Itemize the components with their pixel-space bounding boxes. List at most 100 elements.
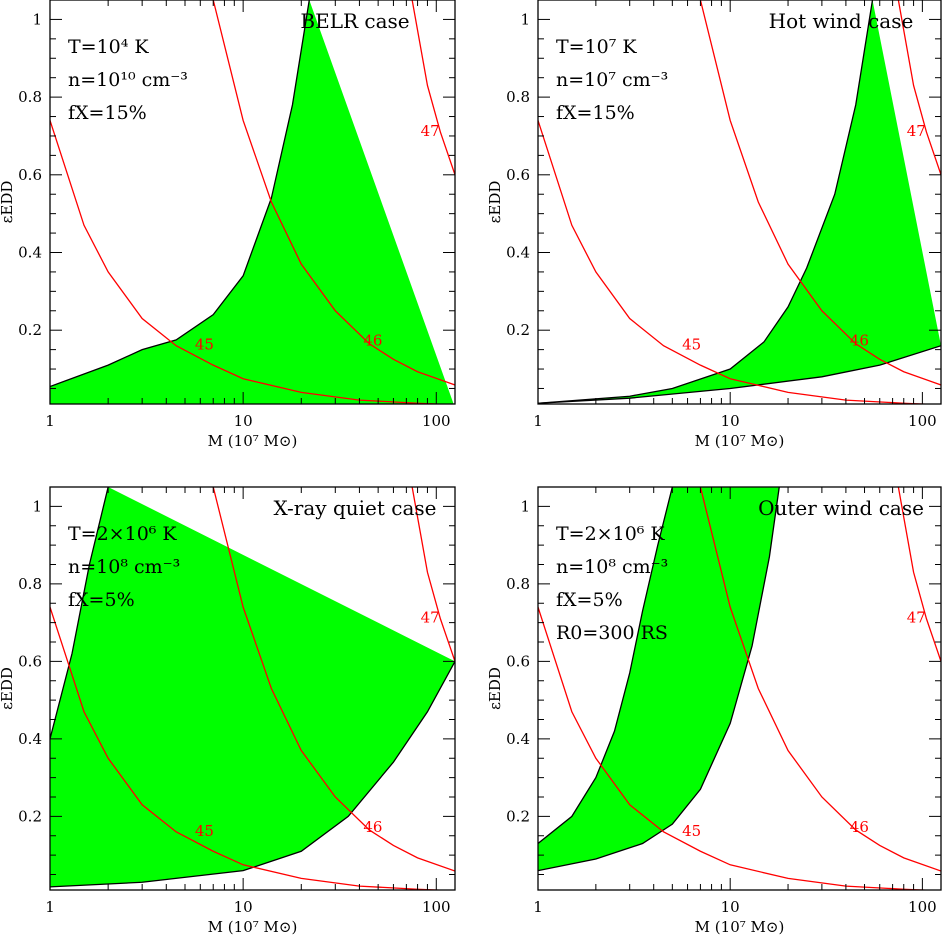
y-tick-label: 0.6 — [506, 652, 530, 670]
luminosity-curve-47 — [897, 487, 941, 662]
panel-3: 45 46 47 1 10 100 0.2 0.4 0.6 0.8 1 M (10⁷ M⊙) εEDD X… — [0, 486, 456, 936]
panel-annotation: n=10⁸ cm⁻³ — [68, 556, 180, 578]
panel-annotation: fX=5% — [556, 589, 623, 611]
x-tick-label: 10 — [721, 898, 740, 916]
panel-annotation: T=10⁴ K — [68, 36, 149, 58]
panel-title: Hot wind case — [769, 9, 914, 33]
y-tick-label: 1 — [520, 10, 530, 28]
luminosity-curve-45 — [538, 120, 938, 404]
luminosity-curve-45 — [50, 120, 452, 404]
luminosity-curve-45 — [538, 606, 939, 890]
axes-frame — [537, 0, 942, 405]
allowed-region — [538, 0, 941, 404]
luminosity-curve-47 — [411, 0, 455, 176]
curve-label: 45 — [682, 336, 701, 354]
region-lower-boundary — [538, 345, 941, 404]
y-tick-label: 0.4 — [506, 244, 530, 262]
region-upper-boundary — [538, 487, 673, 845]
plot-area — [538, 487, 941, 890]
x-tick-label: 100 — [422, 898, 451, 916]
curve-label: 46 — [363, 332, 382, 350]
plot-area — [538, 0, 941, 404]
luminosity-curve-46 — [212, 0, 455, 386]
panel-2: 45 46 47 1 10 100 0.2 0.4 0.6 0.8 1 M (10⁷ M⊙) εEDD H… — [486, 0, 942, 450]
luminosity-curve-45 — [50, 606, 453, 890]
curve-label: 47 — [907, 609, 926, 627]
curve-label: 47 — [907, 122, 926, 140]
x-tick-label: 100 — [908, 898, 937, 916]
y-tick-label: 0.8 — [18, 88, 42, 106]
panel-annotation: fX=15% — [68, 102, 147, 124]
x-tick-label: 10 — [234, 898, 253, 916]
y-tick-label: 0.8 — [18, 575, 42, 593]
axes-frame — [537, 486, 942, 891]
region-lower-boundary — [50, 661, 455, 888]
panel-title: Outer wind case — [758, 496, 924, 520]
x-axis-label: M (10⁷ M⊙) — [208, 432, 298, 450]
curve-label: 46 — [850, 332, 869, 350]
y-tick-label: 0.4 — [18, 730, 42, 748]
panel-annotation: R0=300 RS — [556, 622, 668, 644]
x-axis-label: M (10⁷ M⊙) — [695, 918, 785, 936]
y-axis-label: εEDD — [486, 181, 504, 224]
panel-annotation: T=2×10⁶ K — [556, 523, 665, 545]
curve-label: 47 — [421, 609, 440, 627]
curve-label: 46 — [850, 818, 869, 836]
x-tick-label: 100 — [422, 412, 451, 430]
luminosity-curve-47 — [411, 487, 455, 662]
x-tick-label: 100 — [908, 412, 937, 430]
luminosity-curve-46 — [699, 0, 941, 386]
y-tick-label: 1 — [32, 497, 42, 515]
plot-area — [50, 0, 455, 404]
panel-annotation: T=10⁷ K — [556, 36, 637, 58]
y-axis-label: εEDD — [0, 181, 16, 224]
region-upper-boundary — [538, 0, 874, 404]
allowed-region — [538, 487, 780, 871]
panel-annotation: fX=5% — [68, 589, 135, 611]
luminosity-curve-47 — [897, 0, 941, 176]
allowed-region — [50, 0, 454, 404]
x-tick-label: 1 — [45, 412, 55, 430]
region-upper-boundary — [50, 487, 109, 740]
y-axis-label: εEDD — [486, 667, 504, 710]
axes-frame — [49, 486, 456, 891]
allowed-region — [50, 487, 455, 887]
y-tick-label: 0.2 — [506, 321, 530, 339]
x-tick-label: 1 — [533, 412, 543, 430]
panel-title: BELR case — [300, 9, 409, 33]
y-tick-label: 0.6 — [18, 166, 42, 184]
panel-title: X-ray quiet case — [274, 496, 437, 520]
curve-label: 46 — [363, 818, 382, 836]
panel-1: 45 46 47 1 10 100 0.2 0.4 0.6 0.8 1 M (10⁷ M⊙) εEDD B… — [0, 0, 456, 450]
plot-area — [50, 487, 455, 890]
curve-label: 45 — [195, 336, 214, 354]
axes-frame — [49, 0, 456, 405]
curve-label: 45 — [682, 822, 701, 840]
x-tick-label: 10 — [721, 412, 740, 430]
panel-annotation: n=10⁷ cm⁻³ — [556, 69, 668, 91]
curve-label: 45 — [195, 822, 214, 840]
curve-label: 47 — [421, 122, 440, 140]
y-tick-label: 0.8 — [506, 575, 530, 593]
region-lower-boundary — [538, 487, 780, 872]
y-tick-label: 0.2 — [18, 321, 42, 339]
panel-4: 45 46 47 1 10 100 0.2 0.4 0.6 0.8 1 M (10⁷ M⊙) εEDD O… — [486, 486, 942, 936]
panel-annotation: n=10⁸ cm⁻³ — [556, 556, 668, 578]
luminosity-curve-46 — [699, 487, 941, 872]
x-axis-label: M (10⁷ M⊙) — [208, 918, 298, 936]
panel-annotation: fX=15% — [556, 102, 635, 124]
y-tick-label: 0.4 — [18, 244, 42, 262]
x-axis-label: M (10⁷ M⊙) — [695, 432, 785, 450]
y-tick-label: 0.6 — [506, 166, 530, 184]
region-upper-boundary — [50, 0, 310, 388]
x-tick-label: 1 — [533, 898, 543, 916]
y-axis-label: εEDD — [0, 667, 16, 710]
luminosity-curve-46 — [212, 487, 455, 872]
y-tick-label: 0.2 — [18, 807, 42, 825]
y-tick-label: 1 — [520, 497, 530, 515]
x-tick-label: 10 — [234, 412, 253, 430]
y-tick-label: 0.4 — [506, 730, 530, 748]
y-tick-label: 0.6 — [18, 652, 42, 670]
